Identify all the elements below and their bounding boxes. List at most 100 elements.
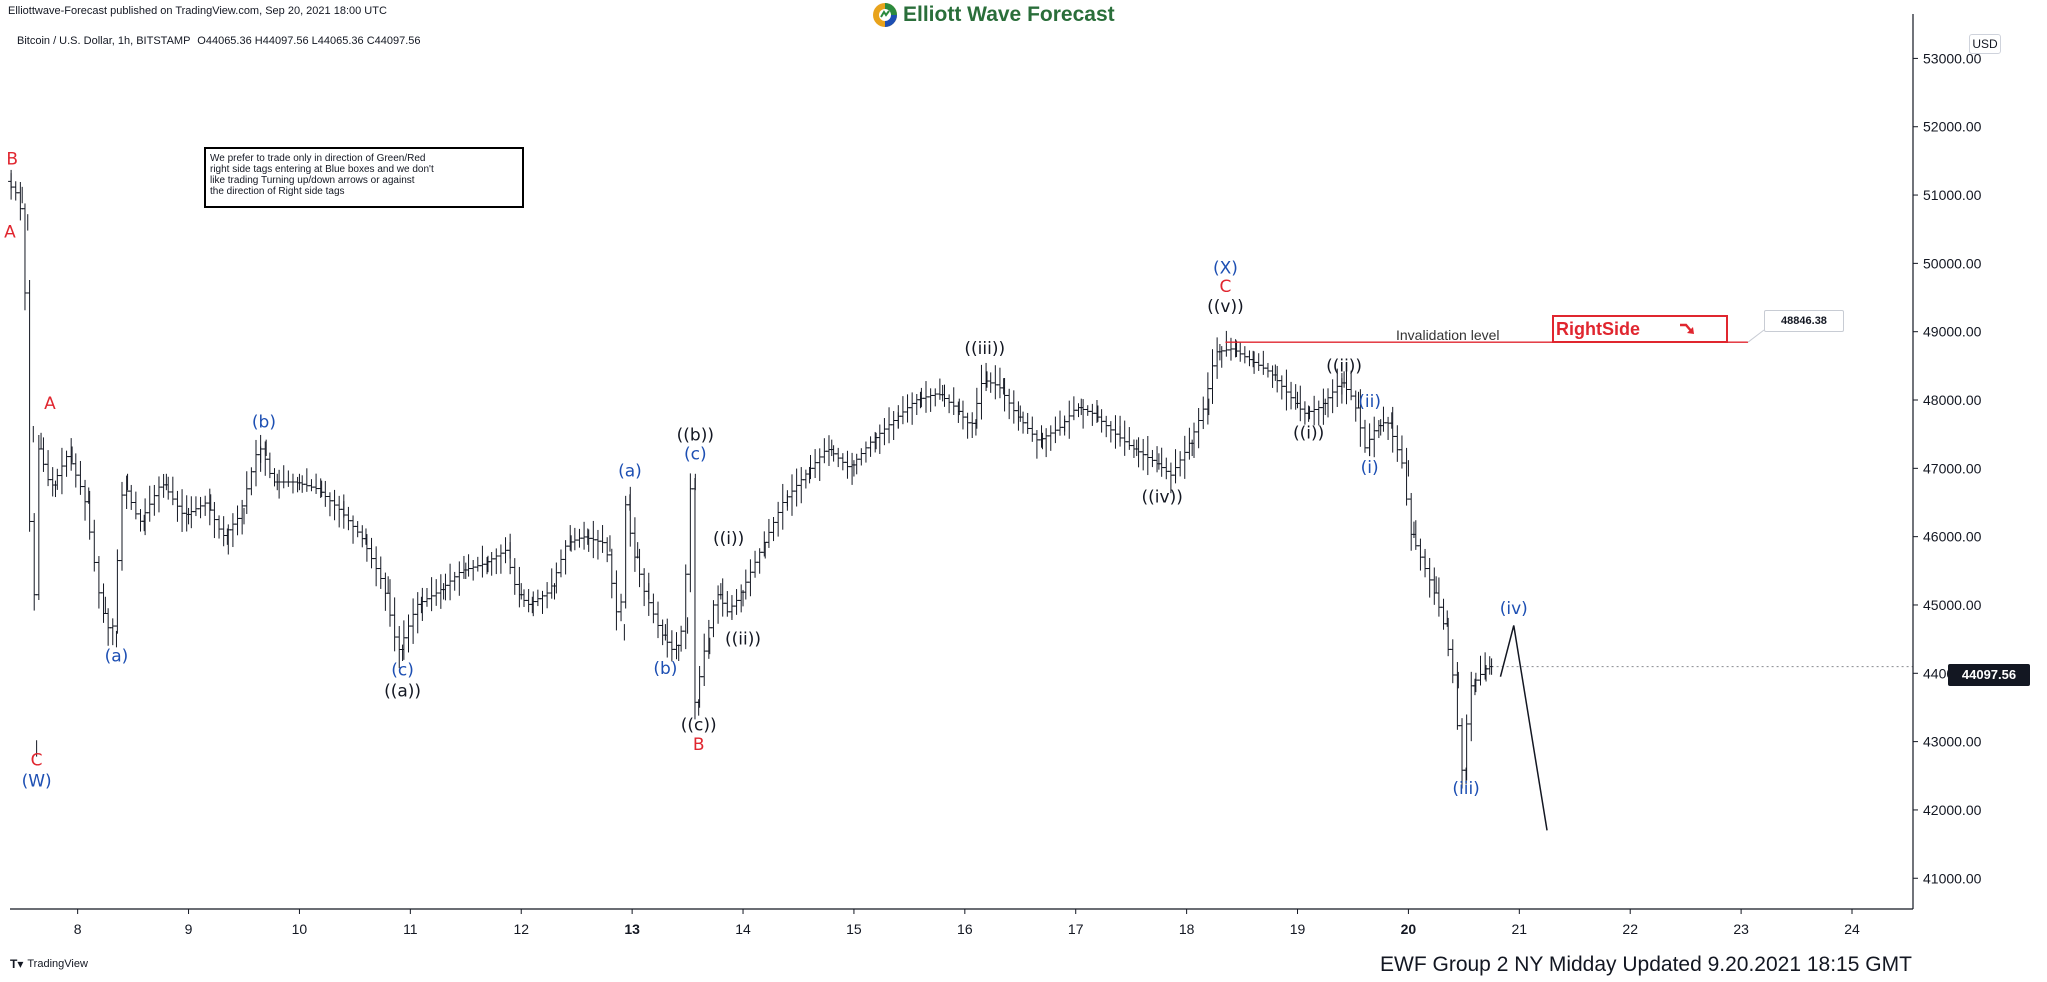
price-bar — [1084, 405, 1091, 416]
price-bar — [68, 438, 75, 471]
y-tick-label: 45000.00 — [1923, 597, 1982, 613]
price-bar — [109, 618, 116, 646]
symbol-line: Bitcoin / U.S. Dollar, 1h, BITSTAMP — [17, 35, 191, 47]
price-bar — [853, 453, 860, 475]
price-bar — [839, 453, 846, 471]
price-bar — [474, 556, 481, 572]
price-bar — [1403, 447, 1410, 506]
price-bar — [793, 468, 800, 507]
currency-button[interactable]: USD — [1969, 34, 2001, 54]
y-tick-label: 41000.00 — [1923, 870, 1982, 886]
price-bar — [192, 496, 199, 517]
price-bar — [234, 505, 241, 536]
price-bar — [82, 479, 89, 521]
projection-layer — [1225, 329, 1913, 831]
price-bar — [1204, 372, 1211, 425]
price-bar — [1237, 341, 1244, 362]
price-bar — [1297, 385, 1304, 422]
down-right-arrow-icon — [1680, 323, 1694, 334]
price-bar — [604, 537, 611, 563]
x-tick-label: 9 — [185, 921, 193, 937]
wave-label: ((v)) — [1207, 297, 1244, 317]
x-tick-label: 13 — [624, 921, 640, 937]
price-bar — [45, 450, 52, 487]
price-bar — [1241, 346, 1248, 364]
price-bar — [105, 608, 112, 646]
tradingview-text: TradingView — [27, 958, 88, 970]
price-bar — [816, 448, 823, 481]
price-bar — [225, 524, 232, 555]
x-tick-label: 15 — [846, 921, 862, 937]
price-bar — [525, 589, 532, 613]
price-bar — [1093, 400, 1100, 423]
x-tick-label: 12 — [513, 921, 529, 937]
wave-label: (iii) — [1452, 779, 1479, 799]
price-bar — [973, 387, 980, 429]
price-bar — [858, 448, 865, 466]
wave-label: (ii) — [1358, 392, 1381, 412]
x-tick-label: 22 — [1622, 921, 1638, 937]
price-bar — [909, 392, 916, 425]
price-bar — [345, 506, 352, 531]
price-bar — [807, 454, 814, 480]
ohlc-values: O44065.36 H44097.56 L44065.36 C44097.56 — [197, 35, 421, 47]
tradingview-brand[interactable]: T▾ TradingView — [10, 957, 88, 971]
price-bar — [655, 601, 662, 639]
price-bar — [779, 483, 786, 530]
price-bar — [285, 470, 292, 487]
price-bar — [1315, 400, 1322, 426]
price-bar — [1057, 410, 1064, 436]
price-bar — [1459, 718, 1466, 789]
price-bar — [752, 550, 759, 578]
y-tick-label: 49000.00 — [1923, 324, 1982, 340]
x-tick-label: 17 — [1068, 921, 1084, 937]
price-bar — [303, 468, 310, 492]
rightside-tag[interactable]: RightSide — [1552, 315, 1728, 343]
price-bar — [419, 587, 426, 621]
price-bar — [1329, 379, 1336, 414]
price-bar — [932, 388, 939, 407]
price-bar — [631, 517, 638, 572]
wave-label: (c) — [391, 660, 414, 680]
update-footer-text: EWF Group 2 NY Midday Updated 9.20.2021 … — [1380, 953, 1912, 976]
price-bar — [1255, 353, 1262, 371]
y-tick-label: 46000.00 — [1923, 529, 1982, 545]
price-bar — [179, 489, 186, 532]
wave-label: ((iv)) — [1142, 487, 1183, 507]
price-bar — [1223, 330, 1230, 357]
price-bar — [155, 476, 162, 513]
x-tick-label: 24 — [1844, 921, 1860, 937]
price-bar — [835, 447, 842, 468]
price-bar — [890, 411, 897, 440]
price-bar — [322, 480, 329, 507]
price-bar — [197, 496, 204, 519]
price-bar — [844, 450, 851, 479]
price-bar — [382, 572, 389, 611]
price-bar — [1306, 406, 1313, 420]
projection-line — [1499, 625, 1548, 831]
x-tick-label: 11 — [403, 921, 418, 937]
price-bar — [581, 521, 588, 550]
price-bar — [229, 513, 236, 548]
price-bar — [1371, 416, 1378, 458]
price-bar — [114, 549, 121, 634]
price-bar — [544, 582, 551, 609]
price-bar — [1195, 408, 1202, 449]
price-bar — [1029, 416, 1036, 442]
wave-label: A — [44, 394, 56, 414]
price-bar — [715, 585, 722, 624]
price-bar — [534, 589, 541, 607]
price-bar — [641, 568, 648, 607]
price-bar — [373, 546, 380, 587]
price-bar — [313, 473, 320, 494]
price-bar — [49, 467, 56, 497]
price-bar — [1033, 430, 1040, 459]
price-bar — [414, 592, 421, 634]
price-bar — [1408, 492, 1415, 551]
x-tick-label: 16 — [957, 921, 973, 937]
price-bar — [622, 495, 629, 609]
brand-logo[interactable]: Elliott Wave Forecast — [872, 1, 1115, 29]
price-bar — [1454, 662, 1461, 730]
price-bar — [691, 477, 698, 720]
